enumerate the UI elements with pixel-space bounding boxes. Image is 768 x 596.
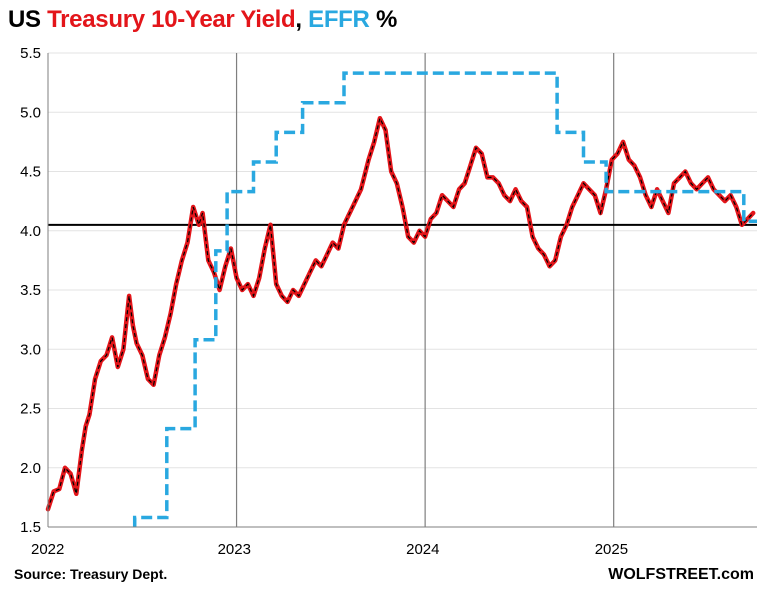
y-tick-label: 3.0 (20, 341, 41, 358)
x-tick-label: 2023 (218, 541, 251, 558)
x-tick-labels: 2022 2023 2024 2025 (31, 541, 628, 558)
title-part-comma: , (295, 6, 309, 33)
title-part-us: US (8, 6, 48, 33)
y-tick-label: 5.0 (20, 104, 41, 121)
series-line-effr (132, 71, 757, 527)
series-line-treasury (45, 115, 756, 512)
title-part-treasury: Treasury 10-Year Yield (47, 6, 296, 33)
source-note: Source: Treasury Dept. (14, 566, 168, 582)
series-layer (45, 71, 757, 527)
title-part-percent: % (369, 6, 397, 33)
x-tick-label: 2024 (406, 541, 439, 558)
y-tick-label: 3.5 (20, 282, 41, 299)
x-tick-label: 2025 (595, 541, 628, 558)
y-tick-label: 2.0 (20, 460, 41, 477)
grid-layer (48, 52, 757, 528)
y-tick-label: 5.5 (20, 45, 41, 62)
y-tick-label: 2.5 (20, 401, 41, 418)
y-tick-label: 1.5 (20, 519, 41, 536)
chart-title: US Treasury 10-Year Yield, EFFR % (8, 6, 397, 34)
axes-layer (47, 53, 757, 528)
y-tick-label: 4.0 (20, 223, 41, 240)
title-part-effr: EFFR (308, 6, 370, 33)
y-tick-labels: 1.5 2.0 2.5 3.0 3.5 4.0 4.5 5.0 5.5 (20, 45, 41, 536)
brand-watermark[interactable]: WOLFSTREET.com (608, 566, 754, 583)
y-tick-label: 4.5 (20, 164, 41, 181)
x-tick-label: 2022 (31, 541, 64, 558)
series-line-treasury-overlay (47, 116, 754, 510)
